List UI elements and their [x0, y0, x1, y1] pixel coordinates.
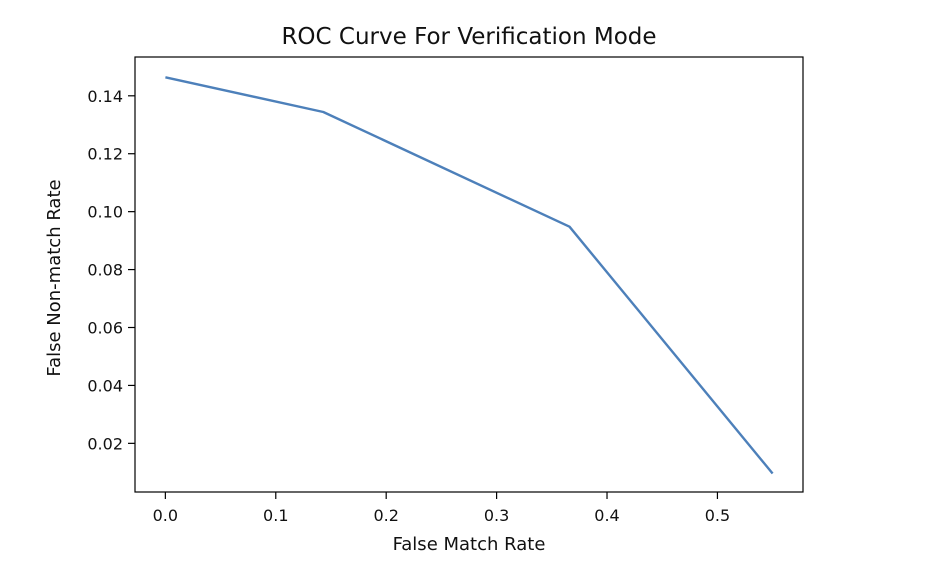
y-axis: 0.02 0.04 0.06 0.08 0.10 0.12 0.14	[87, 87, 135, 453]
x-tick-label: 0.1	[263, 506, 288, 525]
x-tick-label: 0.2	[373, 506, 398, 525]
y-tick-label: 0.04	[87, 376, 123, 395]
x-tick-label: 0.3	[484, 506, 509, 525]
y-tick-label: 0.10	[87, 203, 123, 222]
x-axis: 0.0 0.1 0.2 0.3 0.4 0.5	[153, 492, 730, 525]
y-axis-label: False Non-match Rate	[44, 179, 65, 376]
y-tick-label: 0.08	[87, 261, 123, 280]
y-tick-label: 0.06	[87, 318, 123, 337]
x-tick-label: 0.4	[594, 506, 619, 525]
chart-title: ROC Curve For Verification Mode	[281, 24, 656, 50]
x-tick-label: 0.0	[153, 506, 178, 525]
series-layer	[165, 76, 774, 475]
plot-frame	[134, 56, 804, 493]
x-axis-label: False Match Rate	[393, 534, 546, 555]
y-tick-label: 0.14	[87, 87, 123, 106]
plot-area: 0.0 0.1 0.2 0.3 0.4 0.5 0.020.040.060.080.100…	[87, 56, 804, 525]
y-tick-label: 0.12	[87, 145, 123, 164]
y-tick-label: 0.02	[87, 434, 123, 453]
series-line	[165, 76, 774, 475]
x-tick-label: 0.5	[705, 506, 730, 525]
